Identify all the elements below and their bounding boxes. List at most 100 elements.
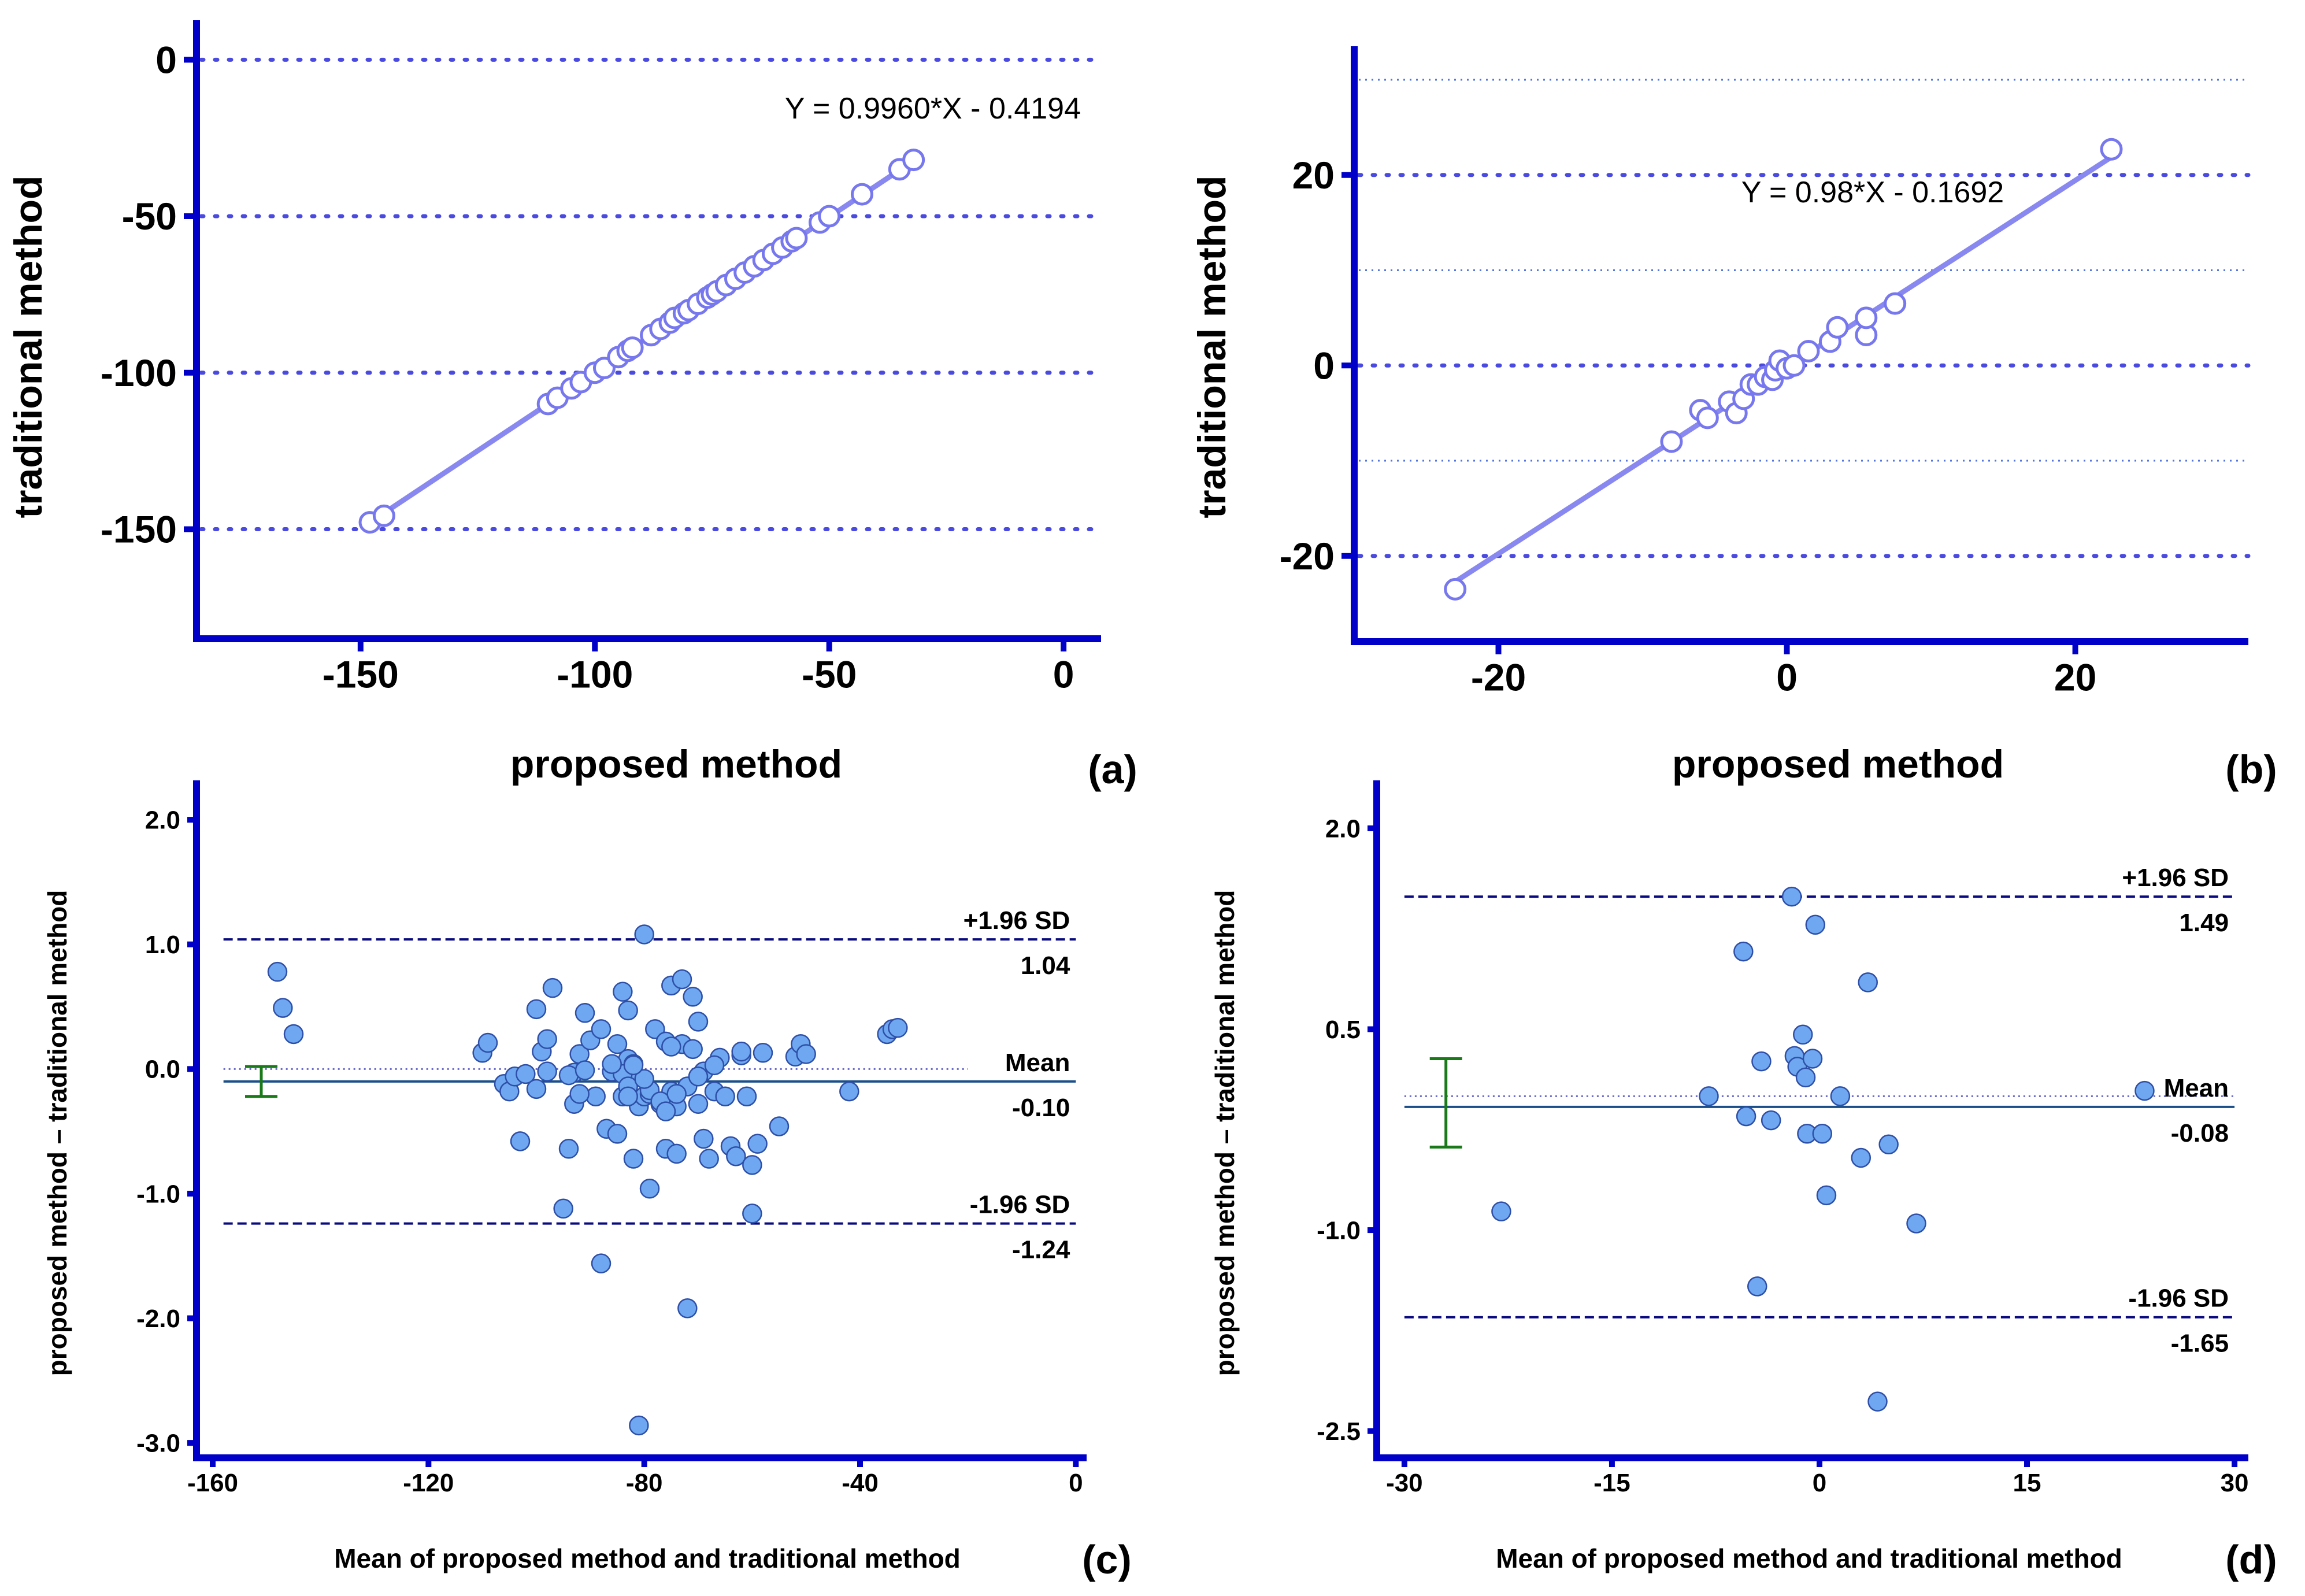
data-point — [1884, 292, 1907, 315]
x-tick-label: -30 — [1386, 1469, 1423, 1497]
data-point — [1491, 1201, 1511, 1221]
panel-a: Y = 0.9960*X - 0.4194 -150 -100 -50 0 0 -50 -10… — [6, 20, 1137, 792]
data-point — [742, 1204, 762, 1224]
data-point — [372, 504, 395, 527]
y-axis-title: traditional method — [1190, 175, 1234, 518]
data-point — [526, 1079, 547, 1099]
x-tick-label: -80 — [626, 1469, 663, 1497]
data-point — [731, 1041, 751, 1062]
data-point — [542, 977, 563, 998]
data-point — [618, 1086, 638, 1107]
data-point — [1444, 577, 1467, 601]
panel-b: Y = 0.98*X - 0.1692 -20 0 20 20 0 -20 proposed … — [1190, 46, 2277, 792]
data-point — [629, 1415, 649, 1436]
y-tick-label: 20 — [1292, 154, 1335, 197]
y-tick-label: 0.0 — [145, 1056, 180, 1084]
y-tick-label: -1.0 — [1317, 1216, 1361, 1245]
y-tick-label: -3.0 — [136, 1430, 180, 1458]
data-point — [1858, 972, 1878, 993]
x-tick-label: 0 — [1813, 1469, 1826, 1497]
data-point — [666, 1143, 687, 1164]
panel-d: +1.96 SD 1.49 Mean -0.08 -1.96 SD -1.65 -30 -15… — [1210, 780, 2277, 1582]
data-point — [655, 1101, 676, 1121]
data-point — [618, 1000, 638, 1021]
data-point — [850, 183, 873, 206]
y-tick-label: 0 — [1313, 344, 1335, 387]
fit-equation: Y = 0.9960*X - 0.4194 — [785, 92, 1081, 125]
data-point — [1867, 1391, 1888, 1412]
data-point — [607, 1034, 628, 1054]
data-point — [699, 1149, 719, 1169]
upper-loa-label: +1.96 SD — [963, 906, 1070, 935]
data-point — [1906, 1213, 1926, 1234]
mean-label: Mean — [2164, 1074, 2229, 1102]
data-point — [683, 987, 703, 1007]
x-tick-label: 20 — [2054, 656, 2096, 699]
x-tick-label: -15 — [1594, 1469, 1630, 1497]
data-point — [283, 1024, 304, 1045]
data-point — [575, 1060, 595, 1080]
mean-label: Mean — [1005, 1049, 1070, 1077]
data-point — [575, 1003, 595, 1023]
data-point — [591, 1019, 612, 1039]
upper-loa-label: +1.96 SD — [2122, 864, 2229, 892]
data-point — [704, 1055, 725, 1076]
y-tick-label: -150 — [101, 508, 177, 551]
data-point — [688, 1094, 709, 1114]
data-point — [677, 1298, 698, 1319]
x-tick-label: -50 — [802, 653, 857, 696]
panel-label: (c) — [1082, 1537, 1132, 1582]
data-point — [1851, 1147, 1872, 1168]
x-axis-title: Mean of proposed method and traditional … — [334, 1543, 961, 1573]
y-axis-title: proposed method – traditional method — [1210, 890, 1240, 1376]
data-point — [715, 1086, 735, 1107]
x-tick-label: -150 — [323, 653, 399, 696]
data-point — [553, 1198, 573, 1219]
data-point — [672, 969, 692, 990]
data-point — [1802, 1049, 1823, 1069]
x-tick-label: 0 — [1069, 1469, 1083, 1497]
data-point — [477, 1032, 498, 1053]
data-point — [1855, 306, 1878, 329]
x-tick-label: 15 — [2013, 1469, 2041, 1497]
data-point — [613, 982, 633, 1002]
data-point — [623, 1149, 644, 1169]
data-point — [888, 1017, 908, 1038]
data-point — [623, 1055, 644, 1076]
lower-loa-label: -1.96 SD — [970, 1191, 1070, 1219]
data-point — [726, 1146, 746, 1167]
data-point — [902, 149, 925, 172]
data-point — [639, 1179, 660, 1199]
data-point — [621, 336, 644, 359]
y-tick-label: -2.5 — [1317, 1417, 1361, 1446]
upper-loa-value: 1.04 — [1021, 951, 1070, 980]
data-point — [1797, 340, 1820, 362]
mean-value: -0.08 — [2171, 1119, 2229, 1147]
y-tick-label: 0 — [155, 38, 177, 81]
data-point — [683, 1039, 703, 1060]
data-point — [1751, 1051, 1772, 1072]
x-tick-label: 0 — [1776, 656, 1798, 699]
data-point — [1878, 1134, 1899, 1155]
data-point — [818, 205, 841, 228]
x-axis-title: proposed method — [510, 742, 842, 786]
x-axis-title: Mean of proposed method and traditional … — [1496, 1543, 2122, 1573]
panel-label: (d) — [2225, 1537, 2277, 1582]
data-point — [526, 999, 547, 1020]
data-point — [1736, 1106, 1756, 1127]
data-point — [634, 1069, 654, 1089]
data-point — [591, 1253, 612, 1273]
data-point — [2134, 1080, 2155, 1101]
data-point — [785, 227, 808, 250]
data-point — [634, 924, 654, 945]
data-point — [510, 1131, 531, 1151]
data-point — [569, 1084, 590, 1104]
y-tick-label: 2.0 — [1325, 814, 1361, 843]
fit-equation: Y = 0.98*X - 0.1692 — [1741, 176, 2004, 209]
data-point — [267, 961, 288, 982]
data-point — [1816, 1185, 1837, 1206]
x-tick-label: -20 — [1471, 656, 1526, 699]
data-point — [537, 1029, 557, 1049]
y-tick-label: -20 — [1280, 535, 1335, 577]
